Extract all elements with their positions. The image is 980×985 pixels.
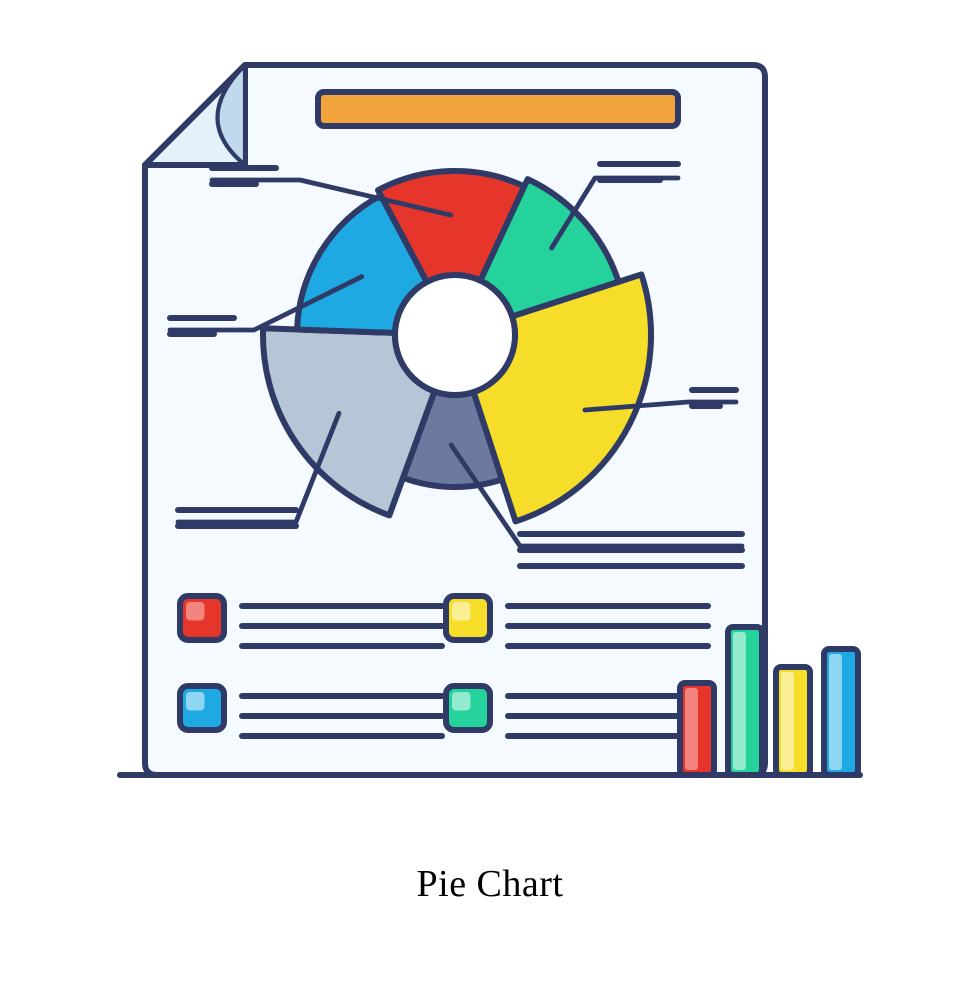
bar-highlight <box>829 654 842 770</box>
donut-center <box>395 275 515 395</box>
pie-chart-infographic: Pie Chart <box>0 0 980 980</box>
title-bar <box>318 92 678 126</box>
bar-highlight <box>781 672 794 770</box>
legend-swatch-highlight <box>186 692 204 710</box>
bar-highlight <box>733 632 746 770</box>
infographic-svg <box>0 0 980 980</box>
legend-swatch-highlight <box>452 692 470 710</box>
legend-swatch-highlight <box>452 602 470 620</box>
caption-label: Pie Chart <box>0 862 980 906</box>
legend-swatch-highlight <box>186 602 204 620</box>
bar-highlight <box>685 688 698 770</box>
